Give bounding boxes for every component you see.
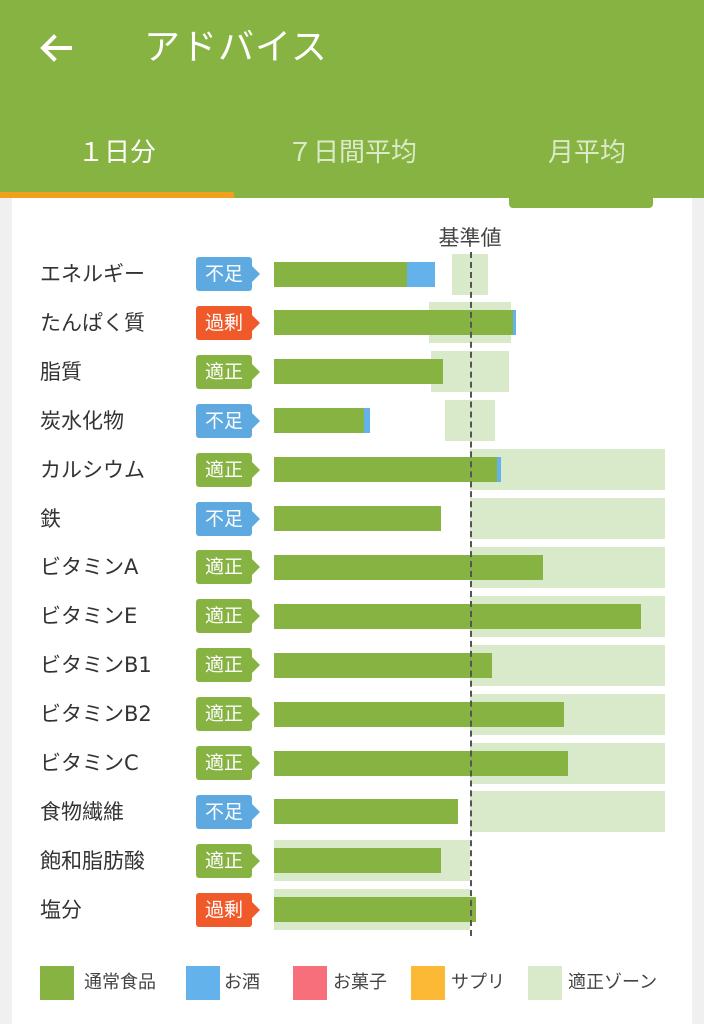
bar-salt-通常食品 (274, 897, 476, 923)
tab-1day[interactable]: １日分 (77, 138, 156, 168)
bar-protein-お酒 (513, 310, 517, 336)
status-badge-vitamin-c: 適正 (196, 746, 260, 780)
legend-label: サプリ (451, 972, 505, 993)
status-badge-text: 不足 (204, 409, 243, 432)
nutrient-label-protein: たんぱく質 (40, 310, 145, 335)
status-badge-calcium: 適正 (196, 452, 260, 487)
status-badge-text: 適正 (204, 360, 243, 383)
status-badge-text: 不足 (204, 800, 243, 823)
status-badge-text: 不足 (204, 507, 243, 530)
status-badge-text: 過剰 (204, 898, 243, 921)
bar-fat-通常食品 (274, 359, 443, 385)
status-badge-text: 適正 (204, 458, 243, 481)
legend-label: 適正ゾーン (568, 972, 658, 993)
nutrient-label-saturated-fat: 飽和脂肪酸 (40, 848, 145, 873)
tab-7day-average[interactable]: ７日間平均 (286, 138, 417, 168)
bar-calcium-お酒 (497, 457, 502, 483)
bar-carbohydrate-通常食品 (274, 408, 365, 434)
legend-swatch (411, 966, 445, 1000)
nutrient-label-vitamin-b2: ビタミンB2 (40, 702, 152, 727)
status-badge-text: 適正 (204, 849, 243, 872)
bar-calcium-通常食品 (274, 457, 498, 483)
bar-energy-お酒 (407, 261, 435, 287)
status-badge-text: 過剰 (204, 311, 243, 334)
status-badge-vitamin-a: 適正 (196, 550, 260, 585)
app-bar: アドバイス １日分 ７日間平均 月平均 (0, 0, 704, 198)
status-badge-text: 不足 (204, 263, 243, 285)
target-zone-fat (430, 351, 510, 393)
bar-protein-通常食品 (274, 310, 514, 336)
nutrient-label-vitamin-a: ビタミンA (40, 555, 139, 580)
nutrient-label-vitamin-b1: ビタミンB1 (40, 653, 152, 678)
bar-carbohydrate-お酒 (364, 408, 371, 434)
legend-swatch (186, 966, 220, 1000)
nutrient-label-carbohydrate: 炭水化物 (40, 408, 124, 433)
bar-vitamin-a-通常食品 (274, 554, 543, 580)
status-badge-vitamin-e: 適正 (196, 599, 260, 634)
status-badge-iron: 不足 (196, 501, 260, 536)
tab-indicator (0, 192, 234, 198)
status-badge-vitamin-b1: 適正 (196, 648, 260, 683)
bar-vitamin-b2-通常食品 (274, 701, 565, 727)
bar-vitamin-b1-通常食品 (274, 652, 492, 678)
status-badge-saturated-fat: 適正 (196, 843, 260, 878)
card-toggle-handle[interactable] (509, 198, 653, 208)
target-zone-iron (470, 498, 665, 539)
nutrient-label-vitamin-e: ビタミンE (40, 604, 138, 629)
nutrient-label-dietary-fiber: 食物繊維 (40, 799, 124, 824)
nutrient-label-energy: エネルギー (40, 262, 145, 286)
status-badge-energy: 不足 (196, 257, 260, 291)
target-zone-dietary-fiber (470, 791, 665, 833)
status-badge-protein: 過剰 (196, 305, 260, 340)
legend-label: 通常食品 (84, 972, 156, 993)
page-title: アドバイス (144, 27, 328, 68)
status-badge-vitamin-b2: 適正 (196, 697, 260, 732)
status-badge-dietary-fiber: 不足 (196, 794, 260, 829)
bar-dietary-fiber-通常食品 (274, 799, 459, 825)
bar-saturated-fat-通常食品 (274, 848, 441, 874)
nutrient-label-vitamin-c: ビタミンC (40, 751, 139, 775)
reference-label: 基準値 (438, 226, 502, 250)
nutrient-label-salt: 塩分 (40, 897, 82, 922)
legend-swatch (40, 966, 74, 1000)
target-zone-vitamin-b1 (470, 644, 665, 686)
legend-label: お菓子 (333, 972, 387, 993)
arrow-back-icon (40, 34, 72, 62)
legend-swatch (293, 966, 327, 1000)
nutrient-label-iron: 鉄 (40, 506, 61, 531)
target-zone-carbohydrate (444, 400, 496, 442)
reference-line (470, 252, 472, 936)
status-badge-text: 適正 (204, 556, 243, 579)
target-zone-energy (452, 253, 488, 295)
target-zone-calcium (470, 449, 665, 491)
bar-iron-通常食品 (274, 506, 441, 531)
nutrient-label-calcium: カルシウム (40, 457, 145, 482)
legend-label: お酒 (224, 972, 260, 993)
status-badge-text: 適正 (204, 654, 243, 677)
tab-monthly-average[interactable]: 月平均 (547, 138, 626, 168)
status-badge-text: 適正 (204, 752, 243, 774)
status-badge-salt: 過剰 (196, 892, 260, 927)
legend-swatch (528, 966, 562, 1000)
bar-energy-通常食品 (274, 261, 408, 287)
nutrient-label-fat: 脂質 (40, 359, 82, 384)
status-badge-carbohydrate: 不足 (196, 403, 260, 438)
back-button[interactable] (30, 22, 82, 74)
bar-vitamin-c-通常食品 (274, 750, 568, 776)
status-badge-text: 適正 (204, 605, 243, 628)
status-badge-fat: 適正 (196, 354, 260, 389)
bar-vitamin-e-通常食品 (274, 603, 641, 629)
status-badge-text: 適正 (204, 703, 243, 726)
